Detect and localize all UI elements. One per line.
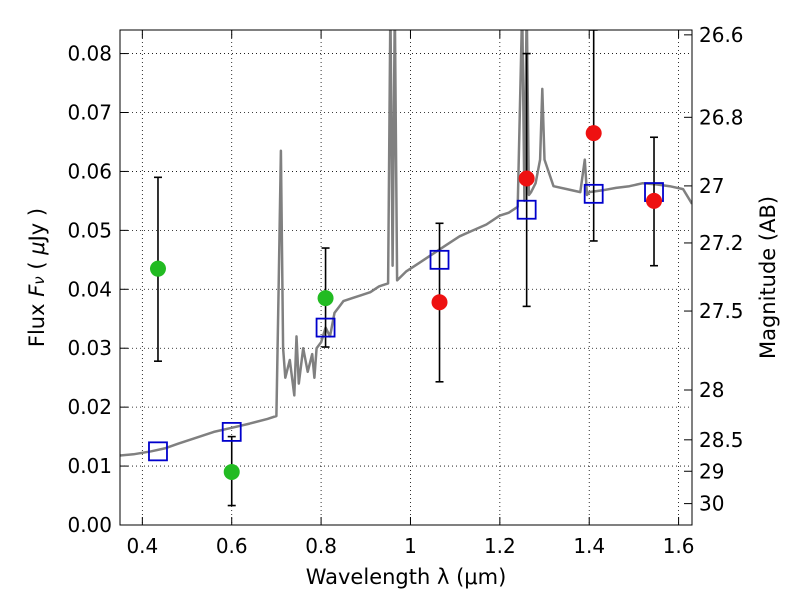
red-point-marker: [646, 192, 663, 209]
model-photometry-marker: [429, 249, 450, 270]
plot-area: [120, 30, 692, 507]
x-axis-label: Wavelength λ (μm): [306, 565, 507, 589]
grid-lines: [120, 30, 692, 526]
detection-marker: [223, 463, 240, 480]
y2-tick-label: 27: [699, 174, 724, 198]
axis-labels: Wavelength λ (μm) Flux Fν ( μJy ) Magnitud…: [25, 196, 780, 589]
y-tick-label: 0.07: [67, 101, 112, 125]
model-photometry-marker: [315, 317, 336, 338]
y-tick-label: 0.01: [67, 454, 112, 478]
y2-tick-label: 28: [699, 378, 724, 402]
y-tick-label: 0.02: [67, 395, 112, 419]
y2-tick-label: 29: [699, 459, 724, 483]
y-tick-label: 0.03: [67, 336, 112, 360]
x-tick-label: 1.2: [484, 534, 516, 558]
y2-tick-label: 28.5: [699, 428, 744, 452]
y-axis-label-part: μ: [25, 241, 49, 255]
x-tick-label: 1.4: [573, 534, 605, 558]
model-photometry-marker: [516, 199, 537, 220]
axes-frame: [119, 29, 693, 526]
x-tick-label: 1: [404, 534, 417, 558]
y-axis-label-part: Jy ): [25, 208, 49, 244]
y-tick-label: 0.00: [67, 513, 112, 537]
y-axis-label-part: (: [25, 255, 49, 277]
y-axis-label: Flux Fν ( μJy ): [25, 208, 49, 347]
red-point-marker: [518, 170, 535, 187]
y2-tick-label: 27.2: [699, 231, 744, 255]
detection-marker: [317, 290, 334, 307]
model-photometry-marker: [221, 421, 242, 442]
model-spectrum-layer: [120, 30, 692, 457]
markers-layer: [148, 125, 664, 480]
y2-tick-label: 27.5: [699, 299, 744, 323]
y2-tick-label: 26.6: [699, 23, 744, 47]
red-point-marker: [431, 294, 448, 311]
x-tick-label: 0.8: [305, 534, 337, 558]
axis-ticks: 0.4 0.6 0.8 1 1.2 1.4 1.6 0.00 0.01 0.02 0.03 0.04 0…: [67, 23, 743, 558]
plot-frame: [119, 29, 693, 526]
y-tick-label: 0.06: [67, 159, 112, 183]
y-axis-label-part: Flux: [25, 297, 49, 347]
y2-axis-label: Magnitude (AB): [756, 196, 780, 359]
error-bars-layer: [153, 30, 659, 507]
red-point-marker: [585, 125, 602, 142]
y-tick-label: 0.05: [67, 218, 112, 242]
y2-tick-label: 26.8: [699, 105, 744, 129]
y-axis-label-part: F: [25, 284, 49, 297]
model-photometry-marker: [583, 183, 604, 204]
x-tick-label: 0.4: [126, 534, 158, 558]
y2-tick-label: 30: [699, 492, 724, 516]
x-tick-label: 0.6: [216, 534, 248, 558]
detection-marker: [149, 260, 166, 277]
model-photometry-marker: [148, 441, 168, 462]
y-axis-label-part: ν: [30, 276, 48, 284]
x-tick-label: 1.6: [663, 534, 695, 558]
y-tick-label: 0.08: [67, 42, 112, 66]
model-spectrum-line: [120, 30, 692, 457]
y-tick-label: 0.04: [67, 277, 112, 301]
